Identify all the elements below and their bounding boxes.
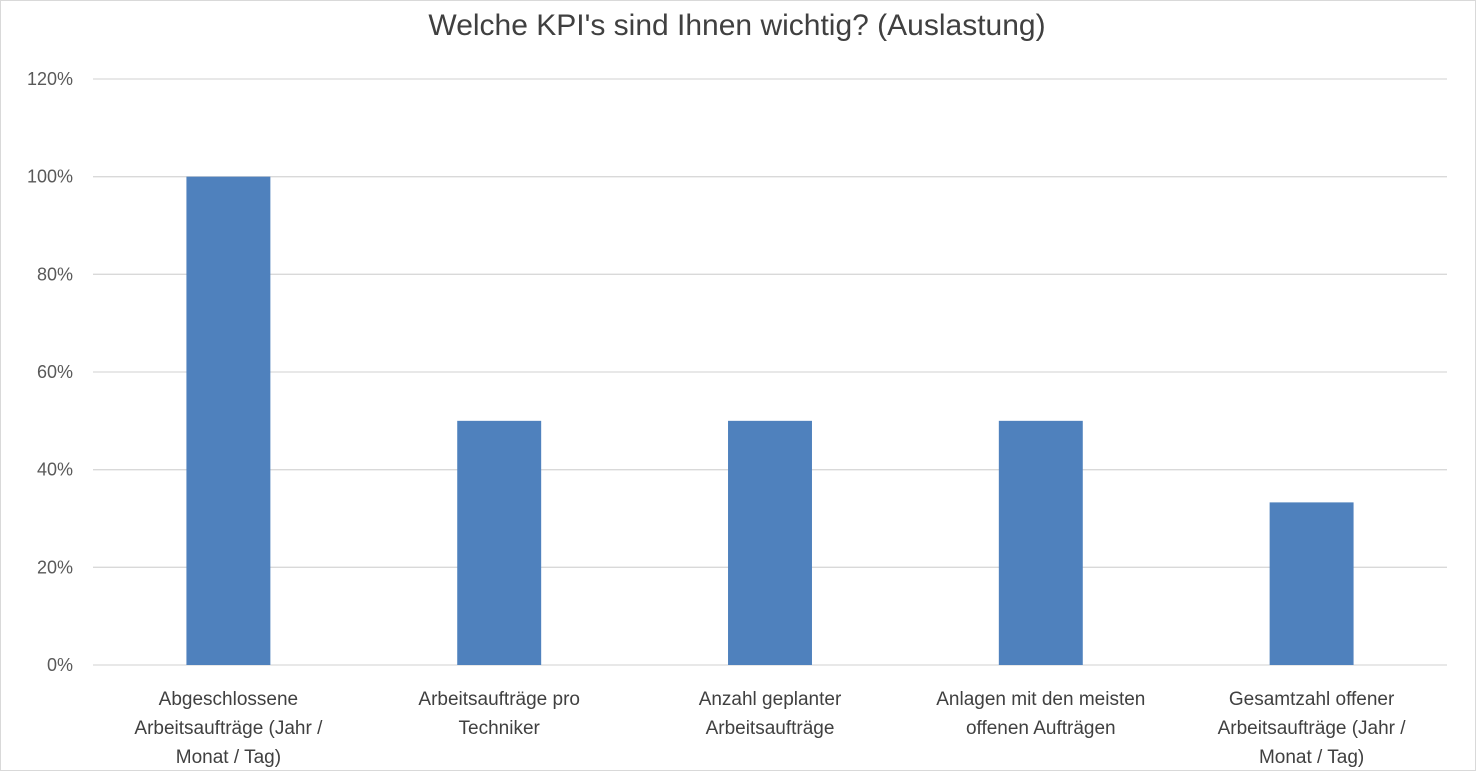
x-category-label-line: Arbeitsaufträge pro	[418, 689, 580, 710]
x-category-label-line: Monat / Tag)	[176, 747, 281, 768]
y-tick-label: 0%	[47, 655, 73, 675]
x-category-label-line: Techniker	[459, 718, 541, 739]
bar	[728, 420, 812, 665]
bar	[186, 176, 271, 665]
x-category-label: Gesamtzahl offener Arbeitsaufträge (Jahr …	[1218, 689, 1407, 768]
y-tick-label: 120%	[27, 69, 73, 89]
x-axis-categories: Abgeschlossene Arbeitsaufträge (Jahr / Mon…	[134, 689, 1406, 768]
x-category-label-line: Anzahl geplanter	[699, 689, 842, 710]
x-category-label-line: offenen Aufträgen	[966, 718, 1116, 739]
y-tick-label: 80%	[37, 264, 73, 284]
y-tick-label: 100%	[27, 167, 73, 187]
bar	[457, 420, 542, 665]
y-tick-label: 40%	[37, 460, 73, 480]
x-category-label: Arbeitsaufträge pro Techniker	[418, 689, 580, 739]
x-category-label: Anzahl geplanter Arbeitsaufträge	[699, 689, 842, 739]
y-axis-ticks: 0% 20% 40% 60% 80% 100% 120%	[27, 69, 73, 675]
x-category-label-line: Arbeitsaufträge (Jahr /	[134, 718, 323, 739]
x-category-label-line: Anlagen mit den meisten	[936, 689, 1145, 710]
x-category-label-line: Arbeitsaufträge (Jahr /	[1218, 718, 1407, 739]
x-category-label-line: Gesamtzahl offener	[1229, 689, 1395, 710]
bars	[186, 176, 1354, 665]
y-tick-label: 20%	[37, 557, 73, 577]
x-category-label: Anlagen mit den meisten offenen Aufträgen	[936, 689, 1145, 739]
x-category-label-line: Arbeitsaufträge	[706, 718, 835, 739]
y-tick-label: 60%	[37, 362, 73, 382]
bar	[1269, 502, 1354, 665]
x-category-label-line: Abgeschlossene	[159, 689, 298, 710]
x-category-label-line: Monat / Tag)	[1259, 747, 1364, 768]
bar	[998, 420, 1083, 665]
x-category-label: Abgeschlossene Arbeitsaufträge (Jahr / Mon…	[134, 689, 323, 768]
chart-title: Welche KPI's sind Ihnen wichtig? (Auslas…	[428, 9, 1045, 42]
